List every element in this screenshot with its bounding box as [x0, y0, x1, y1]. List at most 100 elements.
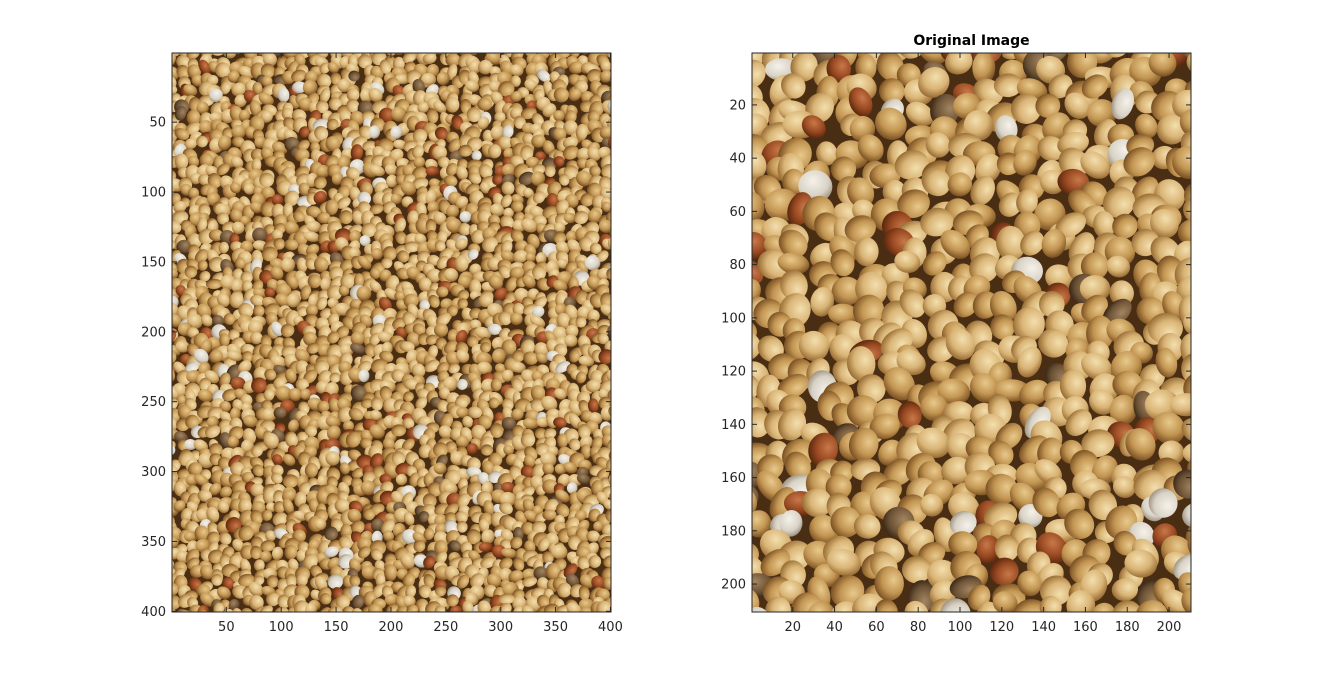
seed-grain: [275, 293, 291, 308]
seed-grain: [742, 9, 773, 41]
seed-grain: [280, 323, 295, 338]
seed-grain: [208, 229, 224, 242]
seed-grain: [457, 611, 475, 612]
seed-grain: [298, 30, 314, 46]
seed-grain: [359, 125, 373, 140]
seed-grain: [258, 92, 274, 106]
seed-grain: [575, 33, 590, 48]
seed-grain: [435, 585, 447, 597]
seed-grain: [497, 136, 513, 150]
seed-grain: [390, 31, 409, 49]
seed-grain: [851, 3, 884, 40]
seed-grain: [610, 185, 628, 204]
seed-grain: [191, 74, 204, 87]
seed-grain: [155, 435, 172, 453]
seed-grain: [425, 189, 438, 205]
seed-grain: [458, 222, 472, 236]
seed-grain: [425, 166, 440, 177]
seed-grain: [240, 343, 255, 355]
seed-grain: [459, 144, 473, 157]
seed-grain: [456, 165, 468, 181]
seed-grain: [411, 145, 424, 159]
seed-grain: [276, 180, 292, 196]
seed-grain: [378, 31, 398, 51]
seed-grain: [153, 342, 171, 360]
seed-grain: [313, 256, 329, 272]
seed-grain: [718, 53, 748, 76]
seed-grain: [415, 217, 431, 234]
seed-grain: [518, 171, 535, 186]
seed-grain: [553, 156, 565, 167]
seed-grain: [283, 53, 299, 59]
seed-grain: [521, 612, 538, 625]
seed-grain: [402, 53, 416, 64]
seed-grain: [510, 229, 524, 243]
seed-grain: [459, 211, 472, 223]
seed-grain: [446, 204, 460, 218]
seed-grain: [412, 323, 426, 336]
seed-grain: [155, 202, 172, 217]
seed-grain: [587, 209, 602, 224]
seed-grain: [401, 34, 417, 51]
seed-grain: [562, 145, 579, 160]
seed-grain: [153, 228, 174, 249]
seed-grain: [610, 31, 629, 47]
seed-grain: [465, 80, 480, 92]
seed-grain: [610, 465, 628, 484]
seed-grain: [232, 268, 243, 282]
seed-grain: [411, 615, 428, 632]
y-tick-label: 200: [141, 325, 166, 340]
x-tick-label: 20: [784, 620, 801, 635]
seed-grain: [610, 424, 628, 442]
seed-grain: [435, 33, 453, 48]
seed-grain: [213, 32, 232, 48]
y-tick-label: 100: [141, 186, 166, 201]
seed-grain: [193, 348, 209, 364]
seed-grain: [708, 218, 744, 258]
seed-grain: [513, 211, 525, 223]
seed-grain: [153, 482, 170, 499]
y-tick-label: 160: [721, 471, 746, 486]
seed-grain: [526, 33, 538, 46]
seed-grain: [444, 268, 459, 282]
seed-grain: [612, 364, 627, 375]
seed-grain: [546, 193, 559, 209]
seed-grain: [338, 285, 350, 297]
seed-grain: [412, 177, 429, 190]
y-tick-label: 350: [141, 535, 166, 550]
seed-grain: [435, 312, 451, 327]
seed-grain: [610, 278, 629, 297]
seed-grain: [305, 206, 322, 218]
seed-grain: [609, 376, 629, 394]
seed-grain: [150, 140, 167, 155]
seed-grain: [433, 211, 447, 225]
seed-grain: [1032, 16, 1072, 58]
seed-grain: [610, 146, 625, 162]
seed-grain: [223, 313, 236, 325]
seed-grain: [437, 156, 450, 168]
seed-grain: [196, 101, 209, 115]
seed-grain: [340, 273, 355, 289]
seed-grain: [490, 125, 505, 141]
seed-grain: [176, 55, 191, 69]
seed-grain: [345, 167, 360, 180]
seed-grain: [457, 289, 470, 301]
seed-grain: [152, 219, 165, 233]
seed-grain: [485, 31, 502, 49]
seed-grain: [296, 615, 313, 633]
seed-grain: [487, 144, 502, 159]
seed-grain: [412, 166, 428, 181]
seed-grain: [306, 220, 322, 233]
x-tick-label: 120: [989, 620, 1014, 635]
seed-grain: [565, 230, 578, 243]
seed-grain: [335, 35, 351, 52]
seed-grain: [554, 303, 568, 316]
seed-grain: [173, 201, 187, 213]
seed-grain: [328, 97, 342, 111]
seed-grain: [298, 126, 310, 138]
seed-grain: [238, 302, 254, 318]
seed-grain: [589, 242, 602, 255]
seed-grain: [553, 127, 567, 142]
seed-grain: [394, 217, 406, 234]
seed-grain: [805, 6, 836, 40]
